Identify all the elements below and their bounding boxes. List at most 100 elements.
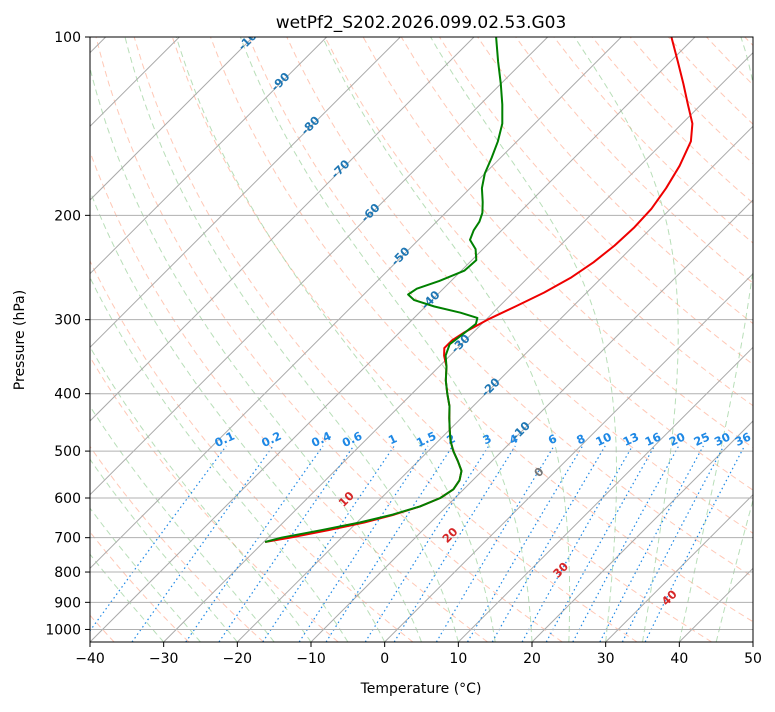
isotherm-line: [90, 37, 695, 642]
x-tick-label: −10: [296, 651, 326, 667]
x-tick-label: −30: [149, 651, 179, 667]
moist-adiabat-line: [0, 37, 274, 642]
mixing-ratio-label: 20: [667, 430, 687, 449]
mixing-ratio-line: [468, 446, 583, 642]
y-tick-label: 200: [54, 208, 81, 224]
x-tick-label: −40: [75, 651, 105, 667]
mixing-ratio-label: 10: [593, 430, 613, 449]
mixing-ratio-label: 16: [643, 430, 663, 449]
dry-adiabat-line: [211, 37, 775, 642]
x-tick-label: 20: [523, 651, 541, 667]
isotherm-label: -20: [478, 375, 503, 400]
y-tick-label: 1000: [45, 622, 81, 638]
mixing-ratio-line: [219, 446, 354, 642]
isotherm-label: -90: [268, 69, 293, 94]
isotherm-label: -100: [235, 23, 265, 53]
mixing-ratio-label: 1: [386, 431, 399, 447]
x-tick-label: 10: [449, 651, 467, 667]
moist-adiabat-line: [125, 37, 458, 642]
mixing-ratio-line: [394, 446, 515, 642]
moist-adiabat-line: [0, 37, 311, 642]
dry-adiabat-line: [20, 37, 413, 642]
dry-adiabat-line: [0, 37, 264, 642]
dry-adiabat-line: [554, 37, 775, 642]
mixing-ratio-line: [645, 446, 744, 642]
dry-adiabat-label: 10: [336, 489, 357, 510]
mixing-ratio-label: 0.4: [309, 429, 333, 450]
mixing-ratio-line: [573, 446, 679, 642]
dry-adiabat-label: 30: [550, 559, 571, 580]
dry-adiabat-label: 20: [439, 525, 460, 546]
mixing-ratio-line: [365, 446, 489, 642]
isotherm-line: [0, 37, 474, 642]
mixing-ratio-label: 0.6: [340, 429, 364, 450]
dry-adiabat-line: [707, 37, 775, 642]
background-lines: [0, 37, 775, 642]
moist-adiabat-line: [0, 37, 201, 642]
moist-adiabat-line: [240, 37, 532, 642]
isotherm-label: -80: [298, 113, 323, 138]
dry-adiabat-line: [58, 37, 488, 642]
mixing-ratio-label: 36: [733, 430, 753, 449]
y-tick-label: 800: [54, 565, 81, 581]
mixing-ratio-line: [600, 446, 704, 642]
y-tick-label: 700: [54, 531, 81, 547]
isotherm-line: [458, 37, 775, 642]
dry-adiabat-line: [0, 37, 338, 642]
mixing-ratio-line: [492, 446, 605, 642]
moist-adiabat-line: [0, 37, 237, 642]
mixing-ratio-line: [546, 446, 654, 642]
y-tick-label: 900: [54, 595, 81, 611]
mixing-ratio-label: 8: [574, 431, 587, 447]
chart-title: wetPf2_S202.2026.099.02.53.G03: [276, 13, 567, 33]
isotherm-line: [606, 37, 775, 642]
isotherm-line: [753, 37, 775, 642]
moist-adiabat-line: [575, 37, 679, 642]
dry-adiabat-line: [668, 37, 775, 642]
dry-adiabat-line: [0, 37, 189, 642]
isotherm-line: [16, 37, 621, 642]
y-tick-label: 300: [54, 313, 81, 329]
plot-frame: [90, 37, 753, 642]
dry-adiabat-label: 40: [659, 587, 680, 608]
y-tick-label: 600: [54, 491, 81, 507]
isotherm-label: -70: [328, 157, 353, 182]
mixing-ratio-label: 30: [712, 430, 732, 449]
zero-isotherm-label: 0: [531, 464, 547, 480]
moist-adiabat-line: [176, 37, 495, 642]
mixing-ratio-label: 0.1: [212, 429, 236, 450]
mixing-ratio-label: 1.5: [414, 429, 438, 450]
x-tick-label: 30: [597, 651, 615, 667]
mixing-ratio-label: 25: [691, 430, 711, 449]
x-tick-label: −20: [223, 651, 253, 667]
isotherm-line: [0, 37, 253, 642]
moist-adiabat-line: [716, 37, 775, 642]
mixing-ratio-label: 6: [546, 431, 559, 447]
y-tick-label: 500: [54, 444, 81, 460]
dry-adiabat-line: [516, 37, 775, 642]
isotherm-label: -60: [358, 200, 383, 225]
mixing-ratio-line: [186, 446, 323, 642]
y-axis-title: Pressure (hPa): [12, 290, 28, 390]
dry-adiabat-line: [592, 37, 775, 642]
dry-adiabat-line: [439, 37, 775, 642]
isotherm-line: [0, 37, 327, 642]
x-tick-label: 0: [380, 651, 389, 667]
y-tick-label: 400: [54, 387, 81, 403]
moist-adiabat-line: [323, 37, 570, 642]
isotherm-line: [385, 37, 775, 642]
mixing-ratio-label: 3: [481, 431, 494, 447]
isotherm-line: [679, 37, 775, 642]
dry-adiabat-line: [134, 37, 637, 642]
dry-adiabat-line: [745, 37, 775, 642]
mixing-ratio-line: [326, 446, 453, 642]
y-tick-label: 100: [54, 30, 81, 46]
x-tick-label: 50: [744, 651, 762, 667]
x-tick-label: 40: [670, 651, 688, 667]
isotherm-line: [0, 37, 400, 642]
isotherm-label: -50: [388, 244, 413, 269]
mixing-ratio-line: [82, 446, 227, 642]
dewpoint-line: [265, 37, 502, 542]
